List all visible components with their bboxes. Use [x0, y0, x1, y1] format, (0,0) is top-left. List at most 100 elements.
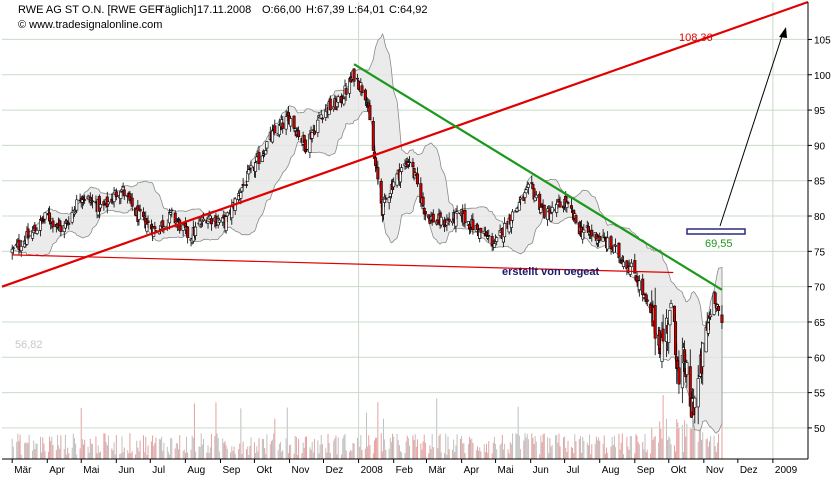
candle-body: [415, 173, 419, 185]
candle-body: [254, 162, 258, 172]
candle-body: [209, 218, 213, 225]
candle-body: [83, 199, 87, 201]
x-tick-label: Mär: [429, 465, 447, 476]
x-tick-label: 2009: [775, 465, 798, 476]
candle-body: [637, 280, 641, 290]
candle-body: [186, 226, 190, 238]
candle-body: [447, 218, 451, 222]
x-tick-label: Mai: [498, 465, 514, 476]
candle-body: [518, 197, 522, 200]
candle-body: [709, 314, 713, 318]
candle-body: [344, 88, 348, 95]
projection-arrowhead: [779, 27, 787, 38]
trend-line-red: [12, 254, 674, 274]
candle-body: [539, 207, 543, 213]
x-tick-label: Jul: [567, 465, 580, 476]
candle-body: [475, 224, 479, 230]
x-tick-label: Jul: [152, 465, 165, 476]
candle-body: [408, 161, 412, 164]
target-price-label: 108,36: [679, 32, 713, 44]
candle-body: [138, 208, 142, 212]
candle-body: [558, 201, 562, 208]
y-tick-label: 55: [814, 389, 826, 400]
header-low: L:64,01: [348, 4, 385, 16]
x-tick-label: Sep: [637, 465, 655, 476]
candle-body: [352, 68, 356, 82]
y-tick-label: 75: [814, 247, 826, 258]
candle-body: [661, 328, 665, 342]
x-tick-label: Dez: [740, 465, 758, 476]
x-tick-label: Jun: [118, 465, 134, 476]
candle-body: [629, 262, 633, 267]
y-tick-label: 60: [814, 353, 826, 364]
candle-body: [598, 236, 602, 241]
header-open: O:66,00: [262, 4, 301, 16]
candle-body: [289, 118, 293, 127]
candle-body: [550, 207, 554, 213]
candle-body: [677, 367, 681, 385]
candle-body: [119, 191, 123, 199]
candle-body: [355, 77, 359, 80]
candle-body: [674, 321, 678, 356]
y-tick-label: 65: [814, 318, 826, 329]
candle-body: [217, 219, 221, 223]
green-trend-label: 69,55: [705, 238, 733, 250]
candle-body: [224, 216, 228, 231]
x-tick-label: Sep: [222, 465, 240, 476]
candle-body: [590, 229, 594, 237]
x-tick-label: 2008: [361, 465, 384, 476]
candle-body: [194, 226, 198, 236]
candle-body: [621, 261, 625, 267]
candle-body: [19, 246, 23, 251]
candle-body: [91, 200, 95, 203]
candle-body: [316, 119, 320, 133]
candle-body: [146, 220, 150, 223]
y-tick-label: 105: [814, 35, 831, 46]
candle-body: [98, 204, 102, 209]
creator-note: erstellt von oegeat: [502, 266, 600, 278]
candle-body: [271, 130, 275, 143]
candle-body: [273, 125, 277, 134]
candle-body: [162, 226, 166, 229]
trend-lines: [1, 0, 809, 291]
candle-body: [67, 222, 71, 225]
candle-body: [439, 216, 443, 226]
candle-body: [122, 189, 126, 197]
volume-bars: [11, 395, 723, 459]
x-tick-label: Apr: [49, 465, 65, 476]
candle-body: [542, 204, 546, 218]
candle-body: [239, 192, 243, 199]
candle-body: [421, 196, 425, 206]
candle-body: [471, 219, 475, 231]
candle-body: [569, 205, 573, 209]
candle-body: [479, 227, 483, 233]
candle-body: [371, 121, 375, 151]
candle-body: [503, 223, 507, 238]
x-tick-label: Okt: [671, 465, 687, 476]
candle-body: [701, 342, 705, 367]
candle-body: [492, 243, 496, 248]
watermark-value: 56,82: [15, 339, 43, 351]
labels: RWE AG ST O.N. [RWE GER Täglich] 17.11.2…: [15, 4, 733, 351]
candle-body: [455, 211, 459, 214]
header-date: 17.11.2008: [197, 4, 251, 16]
candle-body: [202, 218, 206, 221]
x-tick-label: Nov: [706, 465, 724, 476]
candle-body: [35, 229, 39, 234]
y-tick-label: 100: [814, 71, 831, 82]
candle-body: [241, 184, 245, 187]
candle-body: [170, 209, 174, 212]
candle-body: [336, 96, 340, 103]
candle-body: [609, 236, 613, 250]
y-tick-label: 80: [814, 212, 826, 223]
candle-body: [566, 202, 570, 204]
x-tick-label: Mai: [83, 465, 99, 476]
candle-body: [653, 305, 657, 339]
candle-body: [534, 194, 538, 199]
candle-body: [668, 309, 672, 326]
candle-body: [368, 105, 372, 121]
candle-body: [463, 209, 467, 223]
candle-body: [130, 197, 134, 207]
candle-body: [696, 378, 700, 408]
